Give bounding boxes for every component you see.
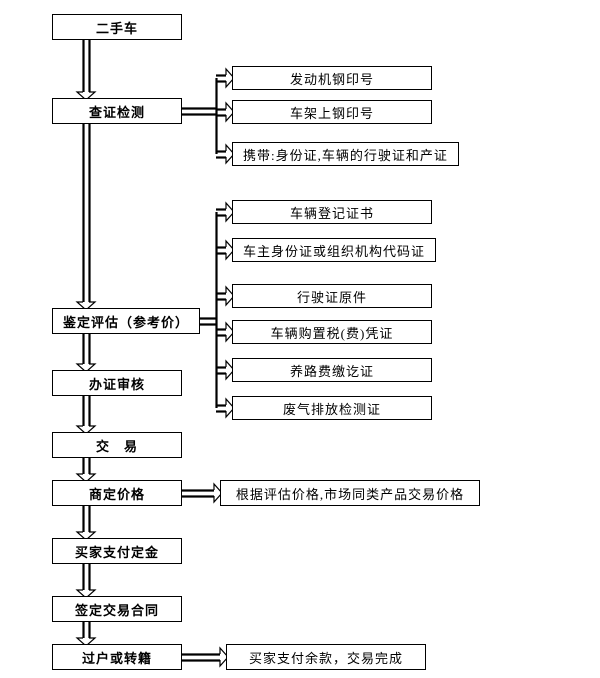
main-node-n4: 办证审核 [52, 370, 182, 396]
branch-node-c6-label: 废气排放检测证 [283, 399, 381, 418]
side-node-s2: 买家支付余款，交易完成 [226, 644, 426, 670]
branch-node-c3-label: 行驶证原件 [297, 287, 367, 306]
branch-node-c6: 废气排放检测证 [232, 396, 432, 420]
branch-node-b3: 携带:身份证,车辆的行驶证和产证 [232, 142, 459, 166]
branch-node-b1: 发动机钢印号 [232, 66, 432, 90]
branch-node-c4: 车辆购置税(费)凭证 [232, 320, 432, 344]
main-node-n8: 签定交易合同 [52, 596, 182, 622]
side-node-s1-label: 根据评估价格,市场同类产品交易价格 [236, 484, 464, 503]
branch-node-b1-label: 发动机钢印号 [290, 69, 374, 88]
side-node-s2-label: 买家支付余款，交易完成 [249, 648, 403, 667]
main-node-n9: 过户或转籍 [52, 644, 182, 670]
main-node-n7: 买家支付定金 [52, 538, 182, 564]
main-node-n6: 商定价格 [52, 480, 182, 506]
main-node-n3-label: 鉴定评估（参考价） [63, 312, 189, 331]
main-node-n7-label: 买家支付定金 [75, 542, 159, 561]
branch-node-b2-label: 车架上钢印号 [290, 103, 374, 122]
branch-node-c4-label: 车辆购置税(费)凭证 [271, 323, 394, 342]
main-node-n3: 鉴定评估（参考价） [52, 308, 200, 334]
branch-node-c2: 车主身份证或组织机构代码证 [232, 238, 436, 262]
main-node-n5-label: 交 易 [96, 436, 138, 455]
branch-node-c1: 车辆登记证书 [232, 200, 432, 224]
main-node-n8-label: 签定交易合同 [75, 600, 159, 619]
side-node-s1: 根据评估价格,市场同类产品交易价格 [220, 480, 480, 506]
branch-node-c5-label: 养路费缴讫证 [290, 361, 374, 380]
branch-node-c1-label: 车辆登记证书 [290, 203, 374, 222]
main-node-n2-label: 查证检测 [89, 102, 145, 121]
main-node-n4-label: 办证审核 [89, 374, 145, 393]
main-node-n5: 交 易 [52, 432, 182, 458]
branch-node-c2-label: 车主身份证或组织机构代码证 [243, 241, 425, 260]
branch-node-c5: 养路费缴讫证 [232, 358, 432, 382]
branch-node-c3: 行驶证原件 [232, 284, 432, 308]
main-node-n6-label: 商定价格 [89, 484, 145, 503]
main-node-n1-label: 二手车 [96, 18, 138, 37]
main-node-n2: 查证检测 [52, 98, 182, 124]
branch-node-b3-label: 携带:身份证,车辆的行驶证和产证 [243, 145, 448, 164]
main-node-n9-label: 过户或转籍 [82, 648, 152, 667]
main-node-n1: 二手车 [52, 14, 182, 40]
branch-node-b2: 车架上钢印号 [232, 100, 432, 124]
